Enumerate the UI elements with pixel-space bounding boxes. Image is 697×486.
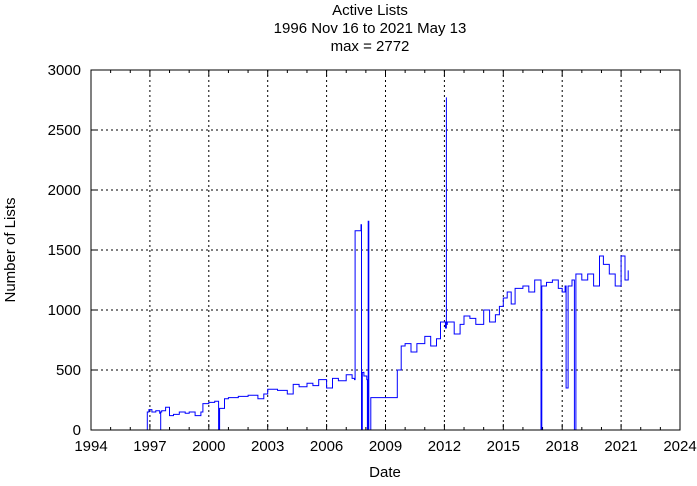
- y-tick-label: 1000: [48, 302, 81, 319]
- y-tick-label: 500: [56, 362, 81, 379]
- x-tick-label: 2021: [604, 438, 637, 455]
- x-tick-label: 2006: [310, 438, 343, 455]
- y-tick-label: 2000: [48, 182, 81, 199]
- y-tick-label: 2500: [48, 122, 81, 139]
- series-line-active-lists: [146, 97, 629, 431]
- chart-subtitle: 1996 Nov 16 to 2021 May 13: [274, 20, 467, 37]
- grid-lines: [91, 70, 680, 430]
- chart-max-annotation: max = 2772: [331, 38, 410, 55]
- x-tick-label: 1997: [133, 438, 166, 455]
- x-tick-label: 2000: [192, 438, 225, 455]
- x-tick-label: 2024: [663, 438, 696, 455]
- chart-title: Active Lists: [332, 2, 408, 19]
- x-tick-label: 2003: [251, 438, 284, 455]
- y-tick-label: 1500: [48, 242, 81, 259]
- x-axis-label: Date: [369, 464, 401, 481]
- y-tick-label: 3000: [48, 62, 81, 79]
- plot-frame: [90, 69, 681, 431]
- x-tick-label: 2018: [546, 438, 579, 455]
- y-tick-label: 0: [73, 422, 81, 439]
- x-tick-label: 2009: [369, 438, 402, 455]
- y-axis-label: Number of Lists: [2, 197, 19, 302]
- x-tick-label: 1994: [74, 438, 107, 455]
- x-tick-label: 2015: [487, 438, 520, 455]
- axis-ticks: 1994 1997 2000 2003 2006 2009 2012 2015 2018 2021…: [48, 62, 697, 455]
- x-tick-label: 2012: [428, 438, 461, 455]
